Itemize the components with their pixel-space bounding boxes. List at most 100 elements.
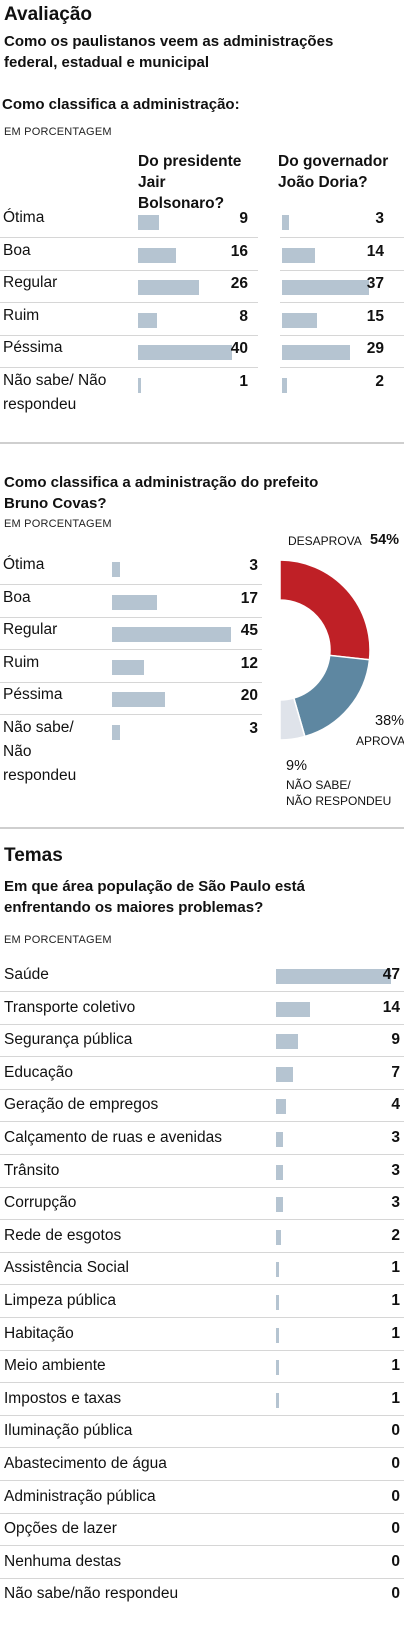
bar [282,247,315,263]
bar [276,1001,311,1017]
col2-header-line: João Doria? [278,174,368,191]
value-label: 1 [391,1357,400,1375]
value-label: 29 [366,340,384,358]
donut-desaprova-label: DESAPROVA [288,534,362,548]
category-label: Boa [3,241,31,259]
bar [276,1164,284,1180]
category-label: Boa [3,588,31,606]
row-separator [280,302,404,304]
value-label: 3 [375,210,384,227]
section3-question-line-1: Em que área população de São Paulo está [4,878,305,895]
value-label: 40 [230,340,248,358]
row-separator [0,616,262,618]
bar [282,312,318,328]
row-separator [0,1317,404,1318]
value-label: 1 [239,373,248,390]
value-label: 15 [366,307,384,325]
col1-header-line: Jair [138,174,166,191]
category-label: Impostos e taxas [4,1389,122,1407]
donut-desaprova-value: 54% [370,532,400,548]
category-label: Ruim [3,653,40,671]
value-label: 37 [366,275,384,293]
row-separator [0,1382,404,1384]
category-label: Ruim [3,306,40,324]
row-separator [0,1349,404,1351]
row-separator [0,1023,404,1025]
col1-header: Do presidente Jair Bolsonaro? [138,151,241,214]
row-separator [0,1186,404,1188]
value-label: 0 [391,1487,400,1505]
category-label: respondeu [3,396,77,413]
bar [112,725,120,740]
value-label: 3 [249,720,258,737]
category-label: Não sabe/não respondeu [4,1585,179,1603]
row-separator [280,334,404,336]
bar [282,345,351,361]
category-label: Administração pública [4,1487,156,1505]
value-label: 0 [391,1455,400,1472]
bar [112,627,231,643]
category-label: Transporte coletivo [4,998,136,1016]
category-label: Habitação [4,1324,74,1342]
category-label: Saúde [4,966,49,983]
section1-unit: EM PORCENTAGEM [4,126,112,138]
bar [276,1392,279,1408]
bar [112,659,144,675]
value-label: 3 [391,1194,400,1212]
donut-naosabe-label-2: NÃO RESPONDEU [286,794,392,808]
value-label: 45 [240,622,258,640]
value-label: 20 [240,687,258,705]
row-separator [0,237,258,238]
row-separator [0,1219,404,1221]
row-separator [0,681,262,683]
bar [138,312,157,328]
row-separator [0,269,258,271]
bar [276,969,391,984]
category-label: Não sabe/ [3,719,74,736]
bar [282,378,287,393]
section3-question-line-2: enfrentando os maiores problemas? [4,899,264,916]
subtitle-line-1: Como os paulistanos veem as administraçõ… [4,33,334,50]
row-separator [0,334,258,336]
col1-header-line: Do presidente [138,153,242,170]
row-separator [280,237,404,238]
bar [276,1295,279,1310]
category-label: Trânsito [4,1161,60,1179]
row-separator [0,1154,404,1155]
value-label: 14 [382,998,400,1016]
category-label: Ótima [3,209,45,226]
section2-question-line-2: Bruno Covas? [4,495,107,512]
section3-title: Temas [4,845,63,866]
bar [276,1229,281,1245]
value-label: 1 [391,1292,400,1309]
value-label: 3 [391,1161,400,1179]
donut-slice-naosabe [280,697,306,740]
bar [276,1262,279,1278]
value-label: 3 [249,557,258,574]
value-label: 7 [391,1063,400,1081]
bar [138,345,232,361]
value-label: 9 [239,210,248,227]
category-label: Segurança pública [4,1031,133,1049]
row-separator [0,367,258,369]
value-label: 0 [391,1552,400,1570]
donut-slice-desaprova [280,560,371,661]
row-separator [0,1284,404,1286]
subtitle-line-2: federal, estadual e municipal [4,54,210,71]
row-separator [0,1545,404,1547]
category-label: Abastecimento de água [4,1455,167,1472]
value-label: 4 [391,1096,400,1114]
category-label: Opções de lazer [4,1520,117,1538]
value-label: 3 [391,1129,400,1146]
category-label: Rede de esgotos [4,1226,122,1244]
category-label: Ótima [3,556,45,573]
bar [276,1034,298,1050]
category-label: Assistência Social [4,1259,129,1277]
category-label: Calçamento de ruas e avenidas [4,1129,222,1146]
value-label: 0 [391,1422,400,1440]
category-label: Corrupção [4,1194,77,1212]
donut-naosabe-label-1: NÃO SABE/ [286,778,351,792]
row-separator [0,1414,404,1416]
bar [138,280,200,296]
value-label: 2 [375,373,384,390]
